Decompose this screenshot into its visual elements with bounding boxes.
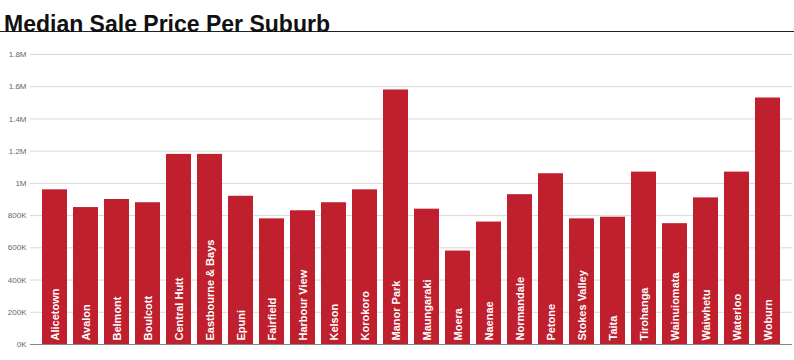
svg-text:Waiwhetu: Waiwhetu <box>700 290 712 341</box>
svg-text:Avalon: Avalon <box>80 304 92 341</box>
svg-text:1.8M: 1.8M <box>9 50 27 59</box>
svg-text:Boulcott: Boulcott <box>142 296 154 341</box>
svg-text:1.6M: 1.6M <box>9 82 27 91</box>
svg-text:Fairfield: Fairfield <box>266 298 278 341</box>
svg-text:Moera: Moera <box>452 307 464 340</box>
svg-text:Taita: Taita <box>607 315 619 341</box>
svg-text:Kelson: Kelson <box>328 304 340 341</box>
svg-text:400K: 400K <box>8 276 27 285</box>
svg-text:Wainuiomata: Wainuiomata <box>669 272 681 341</box>
svg-text:Manor Park: Manor Park <box>390 280 402 341</box>
svg-text:Tirohanga: Tirohanga <box>638 287 650 341</box>
svg-text:Stokes Valley: Stokes Valley <box>576 269 588 340</box>
svg-text:Petone: Petone <box>545 304 557 341</box>
svg-text:0K: 0K <box>17 340 27 349</box>
svg-text:Belmont: Belmont <box>111 296 123 340</box>
svg-text:Naenae: Naenae <box>483 301 495 340</box>
svg-text:Harbour View: Harbour View <box>297 269 309 340</box>
svg-text:Normandale: Normandale <box>514 277 526 341</box>
svg-text:Korokoro: Korokoro <box>359 291 371 341</box>
svg-text:Maungaraki: Maungaraki <box>421 279 433 340</box>
svg-text:Waterloo: Waterloo <box>731 294 743 341</box>
svg-text:1.4M: 1.4M <box>9 115 27 124</box>
svg-text:200K: 200K <box>8 308 27 317</box>
svg-text:1.2M: 1.2M <box>9 147 27 156</box>
html-text:Median Sale Price Per Suburb: Median Sale Price Per Suburb <box>4 11 330 37</box>
svg-text:Woburn: Woburn <box>762 299 774 341</box>
svg-text:1M: 1M <box>15 179 26 188</box>
svg-text:Eastbourne & Bays: Eastbourne & Bays <box>204 240 216 341</box>
svg-text:600K: 600K <box>8 243 27 252</box>
svg-text:800K: 800K <box>8 211 27 220</box>
svg-text:Alicetown: Alicetown <box>49 288 61 340</box>
svg-text:Central Hutt: Central Hutt <box>173 277 185 340</box>
svg-text:Epuni: Epuni <box>235 310 247 341</box>
